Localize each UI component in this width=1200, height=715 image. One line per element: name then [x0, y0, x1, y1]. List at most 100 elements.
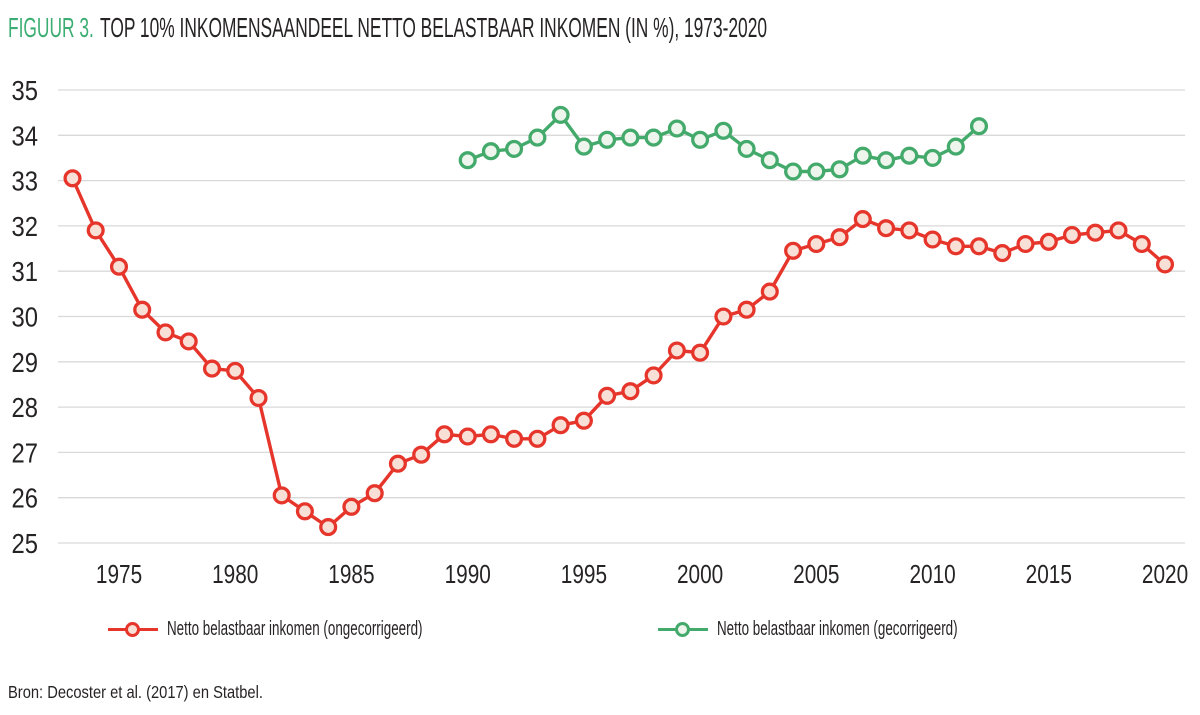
data-point-ongecorrigeerd-2015	[1039, 232, 1058, 251]
data-point-ongecorrigeerd-2001	[714, 307, 733, 326]
x-axis-tick-label: 1990	[445, 560, 491, 589]
data-point-gecorrigeerd-1994	[551, 105, 570, 124]
data-point-ongecorrigeerd-2002	[737, 300, 756, 319]
data-point-gecorrigeerd-2001	[714, 121, 733, 140]
data-point-ongecorrigeerd-1997	[621, 382, 640, 401]
data-point-ongecorrigeerd-2007	[853, 210, 872, 229]
legend-label-gecorrigeerd: Netto belastbaar inkomen (gecorrigeerd)	[717, 617, 958, 640]
data-point-gecorrigeerd-1996	[598, 130, 617, 149]
data-point-gecorrigeerd-1992	[505, 139, 524, 158]
data-point-ongecorrigeerd-1983	[295, 502, 314, 521]
data-point-ongecorrigeerd-1974	[86, 221, 105, 240]
data-point-ongecorrigeerd-1978	[179, 332, 198, 351]
y-axis-tick-label: 26	[12, 482, 38, 514]
data-point-gecorrigeerd-2000	[691, 130, 710, 149]
data-point-ongecorrigeerd-2018	[1109, 221, 1128, 240]
line-chart: 25 26 27 28 29 30 31 32 33 34 35 1975 1980 1985 1990 19…	[12, 74, 1189, 589]
legend-label-ongecorrigeerd: Netto belastbaar inkomen (ongecorrigeerd…	[167, 617, 423, 640]
data-point-gecorrigeerd-2002	[737, 139, 756, 158]
legend-item-ongecorrigeerd: Netto belastbaar inkomen (ongecorrigeerd…	[108, 616, 548, 642]
data-point-gecorrigeerd-2005	[807, 162, 826, 181]
y-axis-tick-label: 27	[12, 437, 38, 469]
data-point-ongecorrigeerd-1991	[481, 425, 500, 444]
data-point-gecorrigeerd-2010	[923, 148, 942, 167]
data-point-gecorrigeerd-1995	[574, 137, 593, 156]
data-point-ongecorrigeerd-1985	[342, 497, 361, 516]
data-point-ongecorrigeerd-1981	[249, 388, 268, 408]
y-axis-tick-label: 34	[12, 119, 38, 151]
data-point-ongecorrigeerd-1992	[505, 429, 524, 448]
data-point-ongecorrigeerd-1988	[412, 445, 431, 464]
data-point-ongecorrigeerd-2019	[1132, 234, 1151, 254]
data-point-gecorrigeerd-2004	[784, 162, 803, 181]
data-point-ongecorrigeerd-1973	[63, 169, 82, 188]
y-axis-tick-label: 25	[12, 527, 38, 559]
data-point-ongecorrigeerd-1986	[365, 484, 384, 503]
legend-marker-red-icon	[108, 618, 158, 640]
data-point-ongecorrigeerd-2017	[1086, 223, 1105, 242]
data-point-ongecorrigeerd-1994	[551, 416, 570, 435]
y-axis-tick-label: 30	[12, 301, 38, 333]
data-point-ongecorrigeerd-2003	[760, 282, 779, 301]
data-point-gecorrigeerd-1998	[644, 128, 663, 147]
source-note: Bron: Decoster et al. (2017) en Statbel.	[8, 682, 263, 702]
data-point-gecorrigeerd-1991	[481, 142, 500, 161]
x-axis-tick-label: 2015	[1026, 560, 1072, 589]
data-point-ongecorrigeerd-1996	[598, 386, 617, 405]
data-point-ongecorrigeerd-2008	[877, 219, 896, 238]
data-point-gecorrigeerd-2006	[830, 160, 849, 179]
figure-title: FIGUUR 3. TOP 10% INKOMENSAANDEEL NETTO B…	[8, 12, 767, 44]
legend-marker-green-icon	[658, 618, 708, 640]
data-point-ongecorrigeerd-2011	[946, 237, 965, 256]
x-axis-tick-label: 2010	[909, 560, 955, 589]
data-point-ongecorrigeerd-2014	[1016, 234, 1035, 254]
data-point-ongecorrigeerd-1998	[644, 366, 663, 385]
data-point-ongecorrigeerd-1977	[156, 323, 175, 342]
data-point-ongecorrigeerd-1982	[272, 486, 291, 505]
data-point-ongecorrigeerd-1990	[458, 427, 477, 446]
data-point-ongecorrigeerd-1987	[388, 454, 407, 473]
x-axis-tick-label: 2000	[677, 560, 723, 589]
data-point-gecorrigeerd-2008	[877, 151, 896, 170]
y-axis-tick-label: 32	[12, 210, 38, 242]
legend-item-gecorrigeerd: Netto belastbaar inkomen (gecorrigeerd)	[658, 616, 1076, 642]
data-point-ongecorrigeerd-1975	[109, 257, 129, 276]
data-point-ongecorrigeerd-2010	[923, 230, 942, 249]
y-axis-tick-label: 28	[12, 391, 38, 423]
x-axis-tick-label: 1975	[96, 560, 142, 589]
data-point-ongecorrigeerd-1995	[574, 411, 593, 430]
x-axis-tick-label: 1995	[561, 560, 607, 589]
series-line-ongecorrigeerd	[70, 176, 1167, 529]
data-point-ongecorrigeerd-2013	[993, 244, 1012, 263]
data-point-ongecorrigeerd-1989	[435, 425, 454, 444]
data-point-ongecorrigeerd-2009	[900, 221, 919, 240]
data-point-ongecorrigeerd-2000	[691, 343, 710, 362]
x-axis-tick-label: 2020	[1142, 560, 1188, 589]
data-point-gecorrigeerd-2003	[760, 151, 779, 170]
data-point-gecorrigeerd-2011	[946, 137, 965, 156]
x-axis-tick-label: 2005	[793, 560, 839, 589]
y-axis-tick-label: 33	[12, 165, 38, 197]
y-axis-tick-label: 35	[12, 74, 38, 106]
data-point-ongecorrigeerd-1999	[667, 341, 686, 360]
data-point-ongecorrigeerd-2020	[1155, 255, 1175, 274]
data-point-ongecorrigeerd-2005	[807, 234, 826, 254]
data-point-gecorrigeerd-1990	[458, 151, 477, 170]
data-point-gecorrigeerd-1997	[621, 128, 640, 147]
data-point-ongecorrigeerd-2016	[1062, 225, 1082, 245]
legend-circle-red	[125, 621, 140, 637]
data-point-gecorrigeerd-1999	[667, 119, 686, 138]
x-axis-tick-label: 1980	[212, 560, 258, 589]
x-axis-tick-label: 1985	[328, 560, 374, 589]
data-point-ongecorrigeerd-2012	[969, 237, 989, 256]
data-point-gecorrigeerd-2007	[853, 146, 872, 165]
data-point-ongecorrigeerd-1976	[133, 300, 152, 319]
figure-title-text: TOP 10% INKOMENSAANDEEL NETTO BELASTBAAR…	[100, 12, 768, 43]
y-axis-tick-label: 31	[12, 255, 38, 287]
data-point-ongecorrigeerd-1980	[226, 361, 245, 380]
legend-circle-green	[675, 621, 690, 637]
data-point-gecorrigeerd-2009	[900, 146, 919, 165]
y-axis-tick-label: 29	[12, 346, 38, 378]
data-point-gecorrigeerd-2012	[969, 117, 989, 136]
